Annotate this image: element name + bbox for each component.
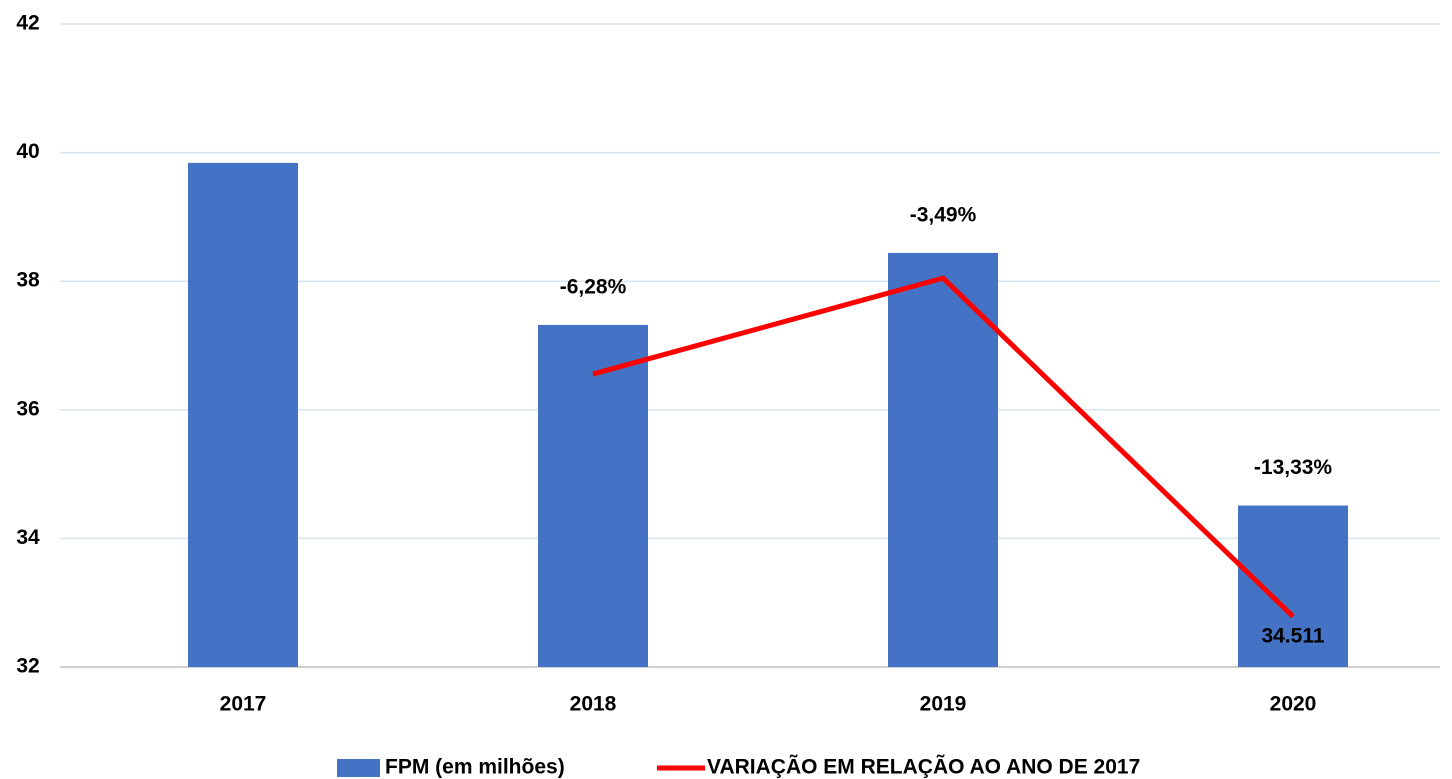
legend-swatch [337,759,380,777]
y-tick-label: 38 [16,269,40,292]
x-tick-label: 2019 [920,693,967,716]
bar [188,162,298,667]
y-tick-label: 42 [16,12,39,35]
y-tick-label: 32 [16,655,39,678]
y-tick-label: 36 [16,397,39,420]
data-label: -6,28% [560,275,627,298]
bar [888,252,998,667]
data-label: -13,33% [1254,456,1333,479]
legend-label: FPM (em milhões) [385,756,565,779]
data-label: 34.511 [1261,625,1324,648]
y-tick-label: 40 [16,140,39,163]
bar [538,324,648,667]
line [592,275,1295,619]
x-tick-label: 2018 [570,693,617,716]
bar [1238,505,1348,667]
data-label: -3,49% [910,203,977,226]
x-tick-label: 2017 [220,693,267,716]
legend-label: VARIAÇÃO EM RELAÇÃO AO ANO DE 2017 [707,756,1140,779]
y-tick-label: 34 [16,526,40,549]
x-tick-label: 2020 [1270,693,1317,716]
